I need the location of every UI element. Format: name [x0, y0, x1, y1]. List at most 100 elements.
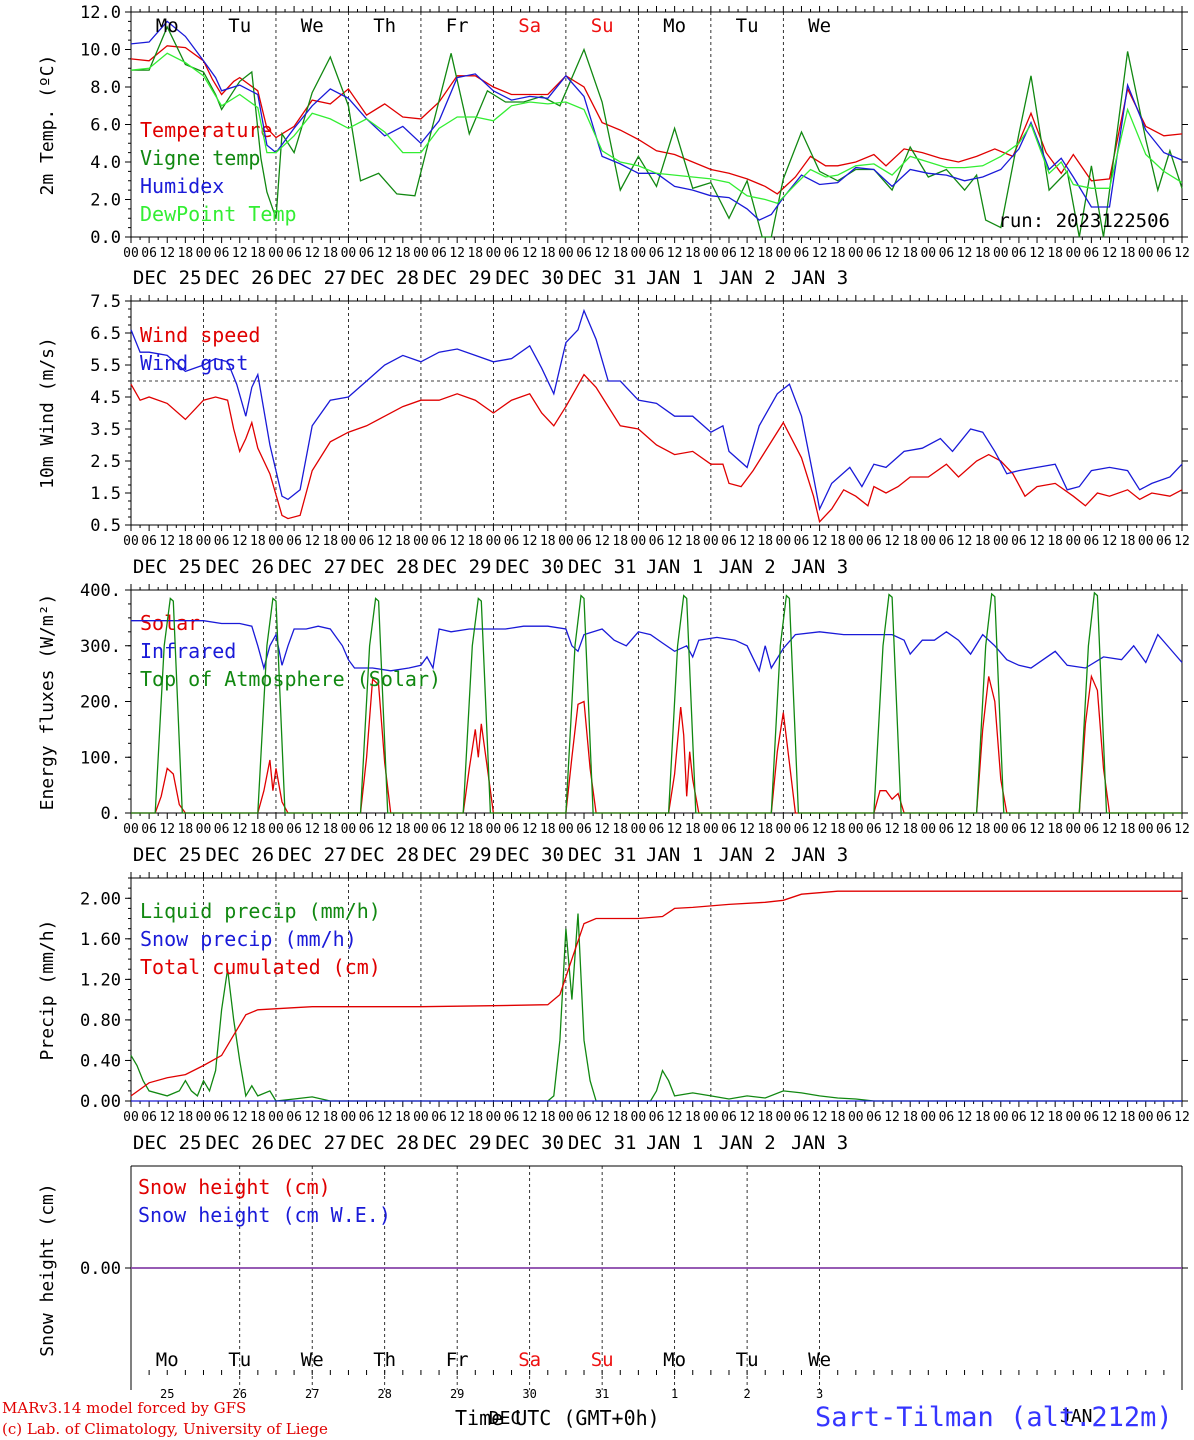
hour-tick-label: 00	[1138, 246, 1154, 261]
hour-tick-label: 00	[920, 246, 936, 261]
bottom-day-number: 29	[450, 1387, 464, 1401]
hour-tick-label: 18	[757, 534, 773, 549]
y-tick-label: 200.	[80, 693, 121, 713]
hour-tick-label: 00	[268, 246, 284, 261]
day-name-bottom: We	[301, 1349, 324, 1371]
legend-entry: Snow height (cm)	[138, 1175, 331, 1199]
hour-tick-label: 00	[558, 534, 574, 549]
hour-tick-label: 00	[558, 246, 574, 261]
date-label: JAN 3	[791, 556, 848, 578]
hour-tick-label: 00	[486, 246, 502, 261]
day-name-bottom: Th	[373, 1349, 396, 1371]
hour-tick-label: 12	[232, 246, 248, 261]
y-tick-label: 10.0	[80, 41, 121, 61]
hour-tick-label: 18	[975, 246, 991, 261]
hour-tick-label: 12	[304, 246, 320, 261]
hour-tick-label: 00	[413, 534, 429, 549]
date-label: DEC 27	[278, 1132, 347, 1154]
model-credit-line: MARv3.14 model forced by GFS	[2, 1399, 247, 1417]
y-tick-label: 4.5	[90, 388, 121, 408]
hour-tick-label: 00	[268, 534, 284, 549]
hour-tick-label: 00	[920, 534, 936, 549]
hour-tick-label: 18	[975, 822, 991, 837]
hour-tick-label: 00	[486, 822, 502, 837]
day-name-top: Mo	[156, 15, 179, 37]
y-axis-label: Precip (mm/h)	[37, 920, 58, 1061]
hour-tick-label: 12	[1174, 822, 1190, 837]
hour-tick-label: 06	[1084, 534, 1100, 549]
date-label: DEC 28	[350, 844, 419, 866]
y-tick-label: 1.5	[90, 484, 121, 504]
hour-tick-label: 12	[159, 246, 175, 261]
hour-tick-label: 18	[540, 534, 556, 549]
hour-tick-label: 00	[703, 246, 719, 261]
hour-tick-label: 00	[848, 246, 864, 261]
hour-tick-label: 00	[558, 822, 574, 837]
hour-tick-label: 12	[232, 1110, 248, 1125]
hour-tick-label: 06	[866, 1110, 882, 1125]
hour-tick-label: 06	[1011, 246, 1027, 261]
date-label: DEC 27	[278, 844, 347, 866]
hour-tick-label: 00	[196, 1110, 212, 1125]
hour-tick-label: 06	[1084, 822, 1100, 837]
y-tick-label: 5.5	[90, 356, 121, 376]
hour-tick-label: 06	[359, 822, 375, 837]
legend-entry: Snow height (cm W.E.)	[138, 1203, 391, 1227]
y-tick-label: 300.	[80, 637, 121, 657]
date-label: DEC 28	[350, 267, 419, 289]
month-label-jan: JAN	[1060, 1406, 1093, 1427]
hour-tick-label: 06	[359, 534, 375, 549]
hour-tick-label: 18	[178, 534, 194, 549]
hour-tick-label: 12	[667, 1110, 683, 1125]
hour-tick-label: 06	[576, 246, 592, 261]
hour-tick-label: 00	[993, 534, 1009, 549]
hour-tick-label: 06	[141, 246, 157, 261]
date-label: JAN 1	[646, 556, 703, 578]
hour-tick-label: 06	[431, 246, 447, 261]
hour-tick-label: 06	[504, 822, 520, 837]
hour-tick-label: 06	[866, 534, 882, 549]
hour-tick-label: 00	[1138, 1110, 1154, 1125]
hour-tick-label: 00	[631, 246, 647, 261]
hour-tick-label: 12	[957, 822, 973, 837]
hour-tick-label: 18	[178, 1110, 194, 1125]
hour-tick-label: 12	[159, 822, 175, 837]
hour-tick-label: 00	[268, 1110, 284, 1125]
date-label: DEC 31	[568, 844, 637, 866]
hour-tick-label: 18	[250, 822, 266, 837]
hour-tick-label: 12	[1029, 1110, 1045, 1125]
hour-tick-label: 12	[304, 1110, 320, 1125]
date-label: DEC 29	[423, 844, 492, 866]
y-tick-label: 4.0	[90, 153, 121, 173]
hour-tick-label: 06	[359, 1110, 375, 1125]
hour-tick-label: 06	[649, 822, 665, 837]
hour-tick-label: 18	[467, 822, 483, 837]
date-label: DEC 27	[278, 556, 347, 578]
hour-tick-label: 06	[576, 1110, 592, 1125]
hour-tick-label: 12	[377, 246, 393, 261]
hour-tick-label: 06	[1156, 822, 1172, 837]
legend-entry: Liquid precip (mm/h)	[140, 899, 381, 923]
hour-tick-label: 06	[214, 822, 230, 837]
hour-tick-label: 18	[395, 822, 411, 837]
hour-tick-label: 06	[794, 822, 810, 837]
hour-tick-label: 00	[341, 1110, 357, 1125]
hour-tick-label: 00	[341, 822, 357, 837]
hour-tick-label: 12	[812, 1110, 828, 1125]
hour-tick-label: 00	[123, 534, 139, 549]
hour-tick-label: 12	[957, 1110, 973, 1125]
hour-tick-label: 06	[576, 534, 592, 549]
day-name-top: We	[808, 15, 831, 37]
month-label-dec: DEC	[489, 1408, 522, 1429]
day-name-top: We	[301, 15, 324, 37]
day-name-bottom: Tu	[228, 1349, 251, 1371]
bottom-day-number: 3	[816, 1387, 823, 1401]
hour-tick-label: 00	[268, 822, 284, 837]
day-name-bottom: Tu	[736, 1349, 759, 1371]
hour-tick-label: 06	[431, 1110, 447, 1125]
bottom-day-number: 25	[160, 1387, 174, 1401]
date-label: JAN 3	[791, 1132, 848, 1154]
hour-tick-label: 18	[250, 534, 266, 549]
y-tick-label: 2.0	[90, 191, 121, 211]
